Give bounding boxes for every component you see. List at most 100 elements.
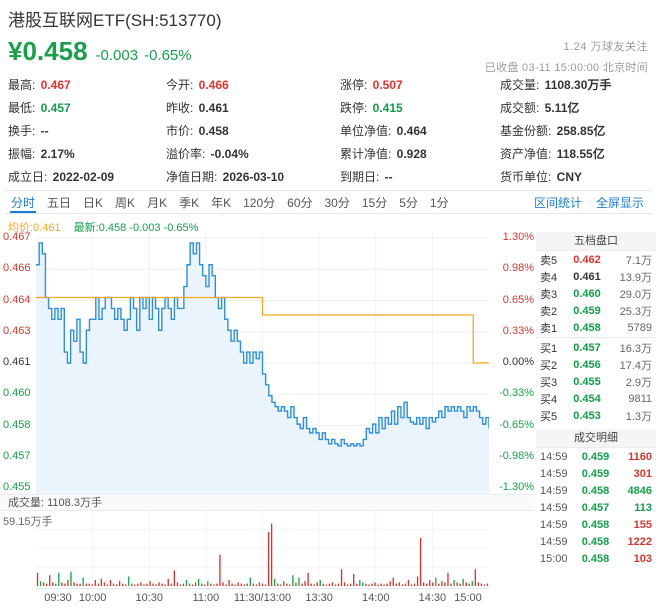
- volume-bar: [64, 583, 66, 586]
- volume-bar: [58, 572, 60, 586]
- volume-bar: [450, 583, 452, 586]
- tab-周K[interactable]: 周K: [115, 195, 136, 210]
- volume-bar: [307, 572, 309, 586]
- volume-bar: [331, 582, 334, 586]
- percent-axis-right: 1.30% 0.98% 0.65% 0.33% 0.00% -0.33% -0.65% -0.…: [489, 232, 535, 494]
- trade-time: 14:59: [540, 450, 568, 463]
- trade-row[interactable]: 14:59 0.458 4846: [536, 482, 656, 499]
- order-price: 0.455: [573, 375, 601, 388]
- volume-bar: [328, 583, 331, 586]
- volume-bar: [73, 582, 75, 586]
- volume-bar: [310, 583, 312, 586]
- price-plot-area[interactable]: [36, 232, 489, 494]
- order-book-row[interactable]: 卖4 0.461 13.9万: [536, 268, 656, 285]
- order-book-row[interactable]: 卖1 0.458 5789: [536, 319, 656, 336]
- volume-bar: [185, 580, 188, 586]
- chart-legend: 均价:0.461 最新:0.458 -0.003 -0.65%: [8, 219, 198, 235]
- trade-time: 14:59: [540, 518, 568, 531]
- stat-item: 累计净值: 0.928: [340, 145, 500, 164]
- volume-bar: [413, 583, 416, 586]
- tab-月K[interactable]: 月K: [147, 195, 168, 210]
- time-axis: 09:30 10:00 10:30 11:00 11:30/13:00 13:30 14:0…: [36, 588, 489, 608]
- tab-15分[interactable]: 15分: [361, 195, 388, 210]
- stat-item: 净值日期: 2026-03-10: [166, 168, 340, 187]
- volume-bar: [222, 582, 224, 586]
- volume-bar: [267, 531, 270, 586]
- trade-row[interactable]: 14:59 0.458 1222: [536, 533, 656, 550]
- volume-bar: [453, 580, 455, 586]
- stat-item: 涨停: 0.507: [340, 76, 500, 95]
- order-volume: 17.4万: [619, 359, 652, 372]
- volume-bar: [398, 582, 400, 586]
- volume-plot-area[interactable]: [36, 511, 489, 586]
- tab-日K[interactable]: 日K: [83, 195, 104, 210]
- stat-value: 258.85亿: [553, 124, 606, 138]
- stat-item: 换手: --: [8, 122, 166, 141]
- volume-bar: [346, 584, 349, 586]
- volume-bar: [210, 583, 212, 586]
- order-price: 0.453: [573, 409, 601, 422]
- order-book-row[interactable]: 买3 0.455 2.9万: [536, 373, 656, 390]
- volume-bar: [170, 583, 172, 586]
- trade-row[interactable]: 14:59 0.458 155: [536, 516, 656, 533]
- stat-item: 昨收: 0.461: [166, 99, 340, 118]
- header-meta: 1.24 万球友关注 已收盘 03-11 15:00:00 北京时间: [485, 38, 648, 75]
- volume-bar: [356, 583, 358, 586]
- volume-bar: [61, 582, 63, 586]
- volume-bar: [252, 583, 255, 586]
- order-book-row[interactable]: 买4 0.454 9811: [536, 390, 656, 407]
- volume-bar: [36, 572, 39, 586]
- order-book-row[interactable]: 买1 0.457 16.3万: [536, 339, 656, 356]
- volume-scale-label: 59.15万手: [3, 516, 53, 528]
- order-book-row[interactable]: 买5 0.453 1.3万: [536, 407, 656, 424]
- action-全屏显示[interactable]: 全屏显示: [595, 195, 644, 210]
- order-price: 0.458: [573, 321, 601, 334]
- volume-bar: [422, 582, 425, 586]
- tab-120分[interactable]: 120分: [243, 195, 276, 210]
- stat-value: 118.55亿: [553, 147, 605, 161]
- tab-年K[interactable]: 年K: [211, 195, 232, 210]
- trade-row[interactable]: 15:00 0.458 103: [536, 550, 656, 567]
- tab-五日[interactable]: 五日: [47, 195, 72, 210]
- order-volume: 9811: [628, 392, 652, 405]
- trade-price: 0.458: [581, 535, 610, 548]
- order-book-row[interactable]: 卖5 0.462 7.1万: [536, 251, 656, 268]
- tab-分时[interactable]: 分时: [5, 191, 41, 213]
- order-book-row[interactable]: 买2 0.456 17.4万: [536, 356, 656, 373]
- trade-row[interactable]: 14:59 0.459 1160: [536, 448, 656, 465]
- time-tick: 15:00: [454, 592, 482, 604]
- action-区间统计[interactable]: 区间统计: [533, 195, 582, 210]
- volume-bar: [118, 581, 121, 586]
- right-panels: 五档盘口 卖5 0.462 7.1万 卖4 0.461 13.9万 卖3 0.460 29.0万…: [536, 232, 656, 567]
- volume-bar: [289, 584, 291, 586]
- tab-30分[interactable]: 30分: [324, 195, 350, 210]
- trade-row[interactable]: 14:59 0.459 301: [536, 465, 656, 482]
- order-book-row[interactable]: 卖3 0.460 29.0万: [536, 285, 656, 302]
- volume-bar: [255, 584, 258, 586]
- trade-time: 14:59: [540, 501, 568, 514]
- volume-bar: [432, 582, 434, 586]
- stat-label: 最高:: [8, 78, 36, 92]
- volume-bar: [322, 583, 324, 586]
- price-tick: 0.467: [3, 231, 31, 243]
- price-tick: 0.457: [3, 449, 31, 462]
- price-line-svg: [36, 232, 489, 494]
- stat-value: 1108.30万手: [541, 78, 612, 92]
- tab-季K[interactable]: 季K: [179, 195, 200, 210]
- price-tick: 0.466: [3, 262, 31, 275]
- tab-60分[interactable]: 60分: [287, 195, 313, 210]
- time-tick: 14:30: [418, 592, 447, 604]
- follower-count: 1.24 万球友关注: [563, 41, 648, 53]
- order-book-row[interactable]: 卖2 0.459 25.3万: [536, 302, 656, 319]
- trade-price: 0.459: [581, 450, 610, 463]
- tab-1分[interactable]: 1分: [429, 195, 449, 210]
- volume-bar: [362, 582, 364, 586]
- volume-bar: [167, 578, 169, 586]
- stat-label: 成立日:: [8, 170, 48, 184]
- order-volume: 25.3万: [619, 305, 652, 318]
- volume-bar: [225, 584, 227, 586]
- volume-bar: [52, 582, 54, 586]
- tab-5分[interactable]: 5分: [399, 195, 418, 210]
- trade-row[interactable]: 14:59 0.457 113: [536, 499, 656, 516]
- price-tick: 0.460: [3, 387, 31, 400]
